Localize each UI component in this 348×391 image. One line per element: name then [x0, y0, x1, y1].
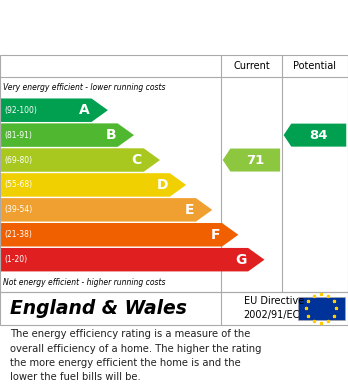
Polygon shape — [1, 99, 108, 122]
Polygon shape — [1, 148, 160, 172]
Text: (21-38): (21-38) — [4, 230, 32, 239]
Polygon shape — [1, 223, 238, 246]
Text: A: A — [79, 103, 90, 117]
Text: Potential: Potential — [293, 61, 337, 71]
Polygon shape — [1, 173, 186, 197]
Text: (81-91): (81-91) — [4, 131, 32, 140]
Text: G: G — [235, 253, 246, 267]
Text: Very energy efficient - lower running costs: Very energy efficient - lower running co… — [3, 83, 166, 92]
Text: E: E — [185, 203, 194, 217]
Text: Not energy efficient - higher running costs: Not energy efficient - higher running co… — [3, 278, 166, 287]
Polygon shape — [1, 124, 134, 147]
Text: F: F — [211, 228, 220, 242]
Text: (69-80): (69-80) — [4, 156, 32, 165]
Text: (92-100): (92-100) — [4, 106, 37, 115]
Text: EU Directive
2002/91/EC: EU Directive 2002/91/EC — [244, 296, 304, 321]
Polygon shape — [223, 149, 280, 172]
Bar — [298, 297, 345, 320]
Text: The energy efficiency rating is a measure of the
overall efficiency of a home. T: The energy efficiency rating is a measur… — [10, 329, 262, 382]
Text: D: D — [157, 178, 168, 192]
Text: (1-20): (1-20) — [4, 255, 27, 264]
Text: C: C — [132, 153, 142, 167]
Text: (39-54): (39-54) — [4, 205, 32, 214]
Text: 71: 71 — [246, 154, 264, 167]
Polygon shape — [284, 124, 346, 147]
Text: (55-68): (55-68) — [4, 180, 32, 190]
Text: B: B — [105, 128, 116, 142]
Polygon shape — [1, 248, 264, 271]
Text: England & Wales: England & Wales — [10, 299, 187, 318]
Text: 84: 84 — [309, 129, 328, 142]
Text: Current: Current — [233, 61, 270, 71]
Polygon shape — [1, 198, 212, 222]
Text: Energy Efficiency Rating: Energy Efficiency Rating — [10, 33, 232, 48]
